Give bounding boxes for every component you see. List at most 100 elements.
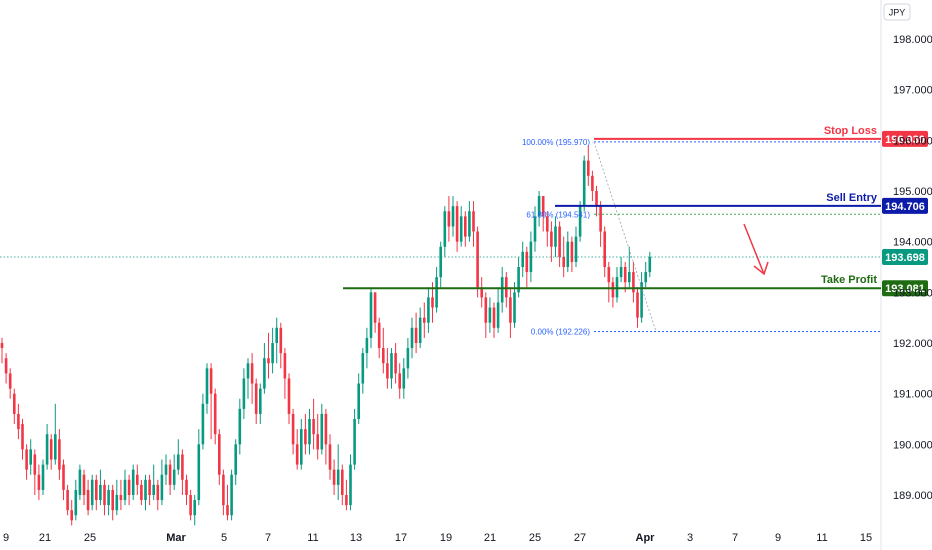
- current-price-badge: 193.698: [882, 248, 928, 265]
- candle: [439, 241, 442, 288]
- candle-body: [369, 292, 373, 338]
- candle: [332, 459, 336, 495]
- candle: [468, 201, 471, 242]
- candle-body: [123, 479, 127, 501]
- candle-body: [308, 419, 311, 445]
- time-tick-label: 7: [265, 532, 271, 544]
- candle-body: [361, 353, 365, 384]
- candle: [49, 434, 53, 470]
- candle-body: [353, 419, 356, 465]
- candle-body: [480, 287, 483, 298]
- candle-body: [25, 449, 28, 470]
- candle-body: [82, 474, 86, 495]
- candle: [115, 479, 119, 516]
- candle-body: [140, 484, 143, 501]
- candle-body: [541, 196, 545, 217]
- time-tick-label: 21: [484, 532, 496, 544]
- candle-body: [484, 297, 488, 323]
- candle: [341, 464, 344, 506]
- candle-body: [283, 353, 287, 379]
- candle: [111, 484, 114, 521]
- candle: [308, 408, 311, 455]
- candle: [369, 287, 373, 349]
- candle: [316, 413, 319, 460]
- candle: [156, 479, 160, 511]
- candle: [410, 317, 414, 359]
- candle: [521, 241, 524, 278]
- candle: [345, 479, 348, 511]
- candle-body: [13, 393, 16, 414]
- candle: [451, 196, 455, 237]
- candle-body: [218, 434, 221, 475]
- candle-body: [476, 231, 479, 288]
- candle-body: [496, 302, 500, 328]
- candle: [644, 261, 647, 288]
- arrow-head: [753, 261, 769, 276]
- candle: [144, 474, 147, 511]
- candle: [291, 408, 295, 455]
- price-axis[interactable]: 198.000 197.000 196.000 195.000 194.000 193.0…: [893, 34, 932, 502]
- candle-body: [41, 464, 45, 490]
- candle-body: [21, 424, 24, 450]
- candle-body: [439, 246, 442, 278]
- candle-body: [443, 211, 447, 247]
- candle: [312, 398, 315, 450]
- candle: [349, 454, 352, 511]
- candle: [373, 292, 377, 333]
- candle-body: [603, 231, 606, 267]
- candle-body: [533, 216, 537, 242]
- candle-body: [640, 282, 643, 318]
- level-label: Sell Entry: [826, 192, 878, 204]
- time-tick-label: 9: [775, 532, 781, 544]
- candle-body: [582, 160, 586, 207]
- candle: [213, 388, 217, 445]
- candle-body: [386, 363, 389, 379]
- candle: [390, 348, 393, 389]
- candle-body: [287, 378, 291, 414]
- candle: [304, 413, 307, 455]
- candle: [459, 206, 463, 247]
- candle: [29, 439, 32, 475]
- candle-body: [275, 327, 278, 343]
- currency-badge[interactable]: JPY: [883, 3, 911, 21]
- candle: [283, 348, 287, 399]
- candle-body: [66, 489, 69, 511]
- candle-body: [566, 241, 570, 267]
- candle: [406, 337, 410, 379]
- candle: [472, 201, 475, 247]
- candle: [86, 479, 90, 516]
- candle-body: [238, 408, 242, 445]
- candle: [119, 479, 123, 511]
- candle-body: [500, 277, 504, 303]
- candle: [123, 469, 127, 506]
- candle: [554, 216, 557, 257]
- level-price-badge: 194.706: [882, 197, 928, 214]
- candle-body: [357, 383, 360, 419]
- candle-body: [37, 474, 41, 490]
- time-axis[interactable]: 9 21 25 Mar 5 7 11 13 17 19 21 25 27 Apr 3 7 9 11 15: [3, 532, 872, 544]
- candle: [209, 363, 213, 440]
- candle: [558, 221, 561, 267]
- candle-body: [197, 444, 201, 501]
- candle-body: [529, 241, 533, 273]
- candle: [566, 231, 570, 273]
- price-tick-label: 191.000: [893, 389, 932, 401]
- candle-body: [578, 206, 582, 237]
- candle: [386, 348, 389, 389]
- candle-body: [95, 479, 98, 501]
- candle-body: [636, 292, 639, 318]
- fib-level-label: 100.00% (195.970): [522, 138, 590, 147]
- candle-body: [554, 226, 557, 247]
- candle: [95, 474, 98, 511]
- candle: [418, 307, 422, 349]
- candle-body: [222, 474, 225, 506]
- candle-body: [78, 469, 82, 495]
- candle: [488, 297, 492, 333]
- candle: [529, 231, 533, 283]
- candle: [148, 474, 151, 506]
- candle-body: [455, 206, 459, 242]
- candle-body: [595, 191, 598, 207]
- candle: [13, 388, 16, 425]
- candle-body: [414, 327, 418, 343]
